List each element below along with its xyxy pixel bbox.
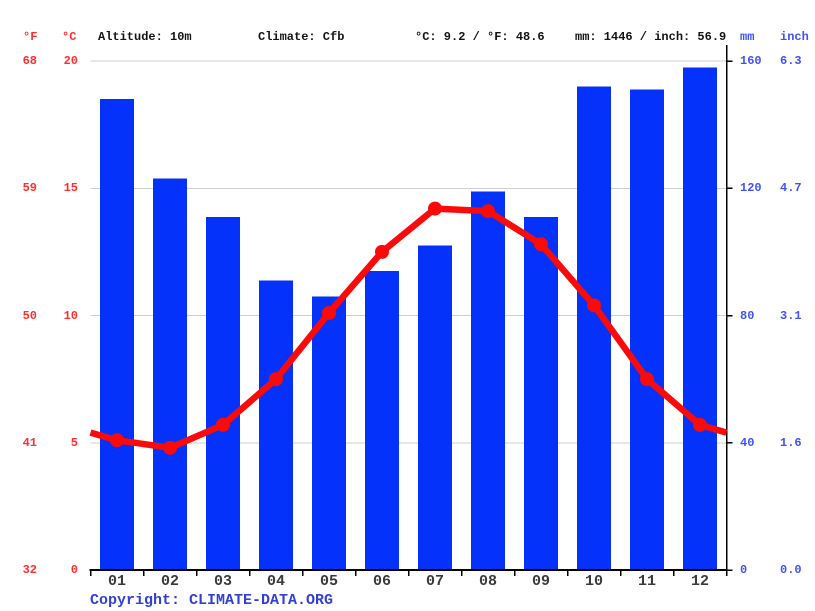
precipitation-bar — [524, 216, 558, 570]
precipitation-bar — [153, 178, 187, 571]
temperature-point — [534, 237, 548, 252]
month-label: 10 — [584, 573, 603, 590]
temperature-point — [269, 372, 283, 387]
precipitation-bar — [100, 99, 134, 571]
month-label: 05 — [319, 573, 338, 590]
month-label: 11 — [637, 573, 656, 590]
fahrenheit-tick-label: 50 — [22, 308, 37, 323]
mm-unit-label: mm — [740, 30, 755, 44]
celsius-tick-label: 20 — [63, 54, 78, 68]
precipitation-bar — [683, 67, 717, 571]
total-precipitation-label: mm: 1446 / inch: 56.9 — [575, 30, 727, 44]
precipitation-bar — [312, 296, 346, 570]
temperature-point — [481, 204, 495, 219]
month-label: 01 — [107, 573, 126, 590]
fahrenheit-tick-label: 68 — [22, 54, 37, 68]
inch-tick-label: 4.7 — [780, 181, 802, 196]
month-label: 06 — [372, 573, 391, 590]
altitude-label: Altitude: 10m — [98, 30, 192, 44]
precipitation-bar — [471, 191, 505, 570]
mm-tick-label: 40 — [740, 435, 755, 450]
inch-tick-label: 6.3 — [780, 54, 802, 68]
climate-data-org-link[interactable]: CLIMATE-DATA.ORG — [189, 592, 334, 609]
month-label: 07 — [425, 573, 444, 590]
month-label: 12 — [690, 573, 709, 590]
temperature-point — [587, 298, 601, 313]
temperature-point — [216, 417, 230, 432]
temperature-point — [428, 201, 442, 216]
mm-tick-label: 160 — [740, 54, 762, 68]
copyright-line: Copyright: CLIMATE-DATA.ORG — [90, 592, 333, 609]
precipitation-bar — [418, 245, 452, 570]
inch-unit-label: inch — [780, 30, 809, 44]
month-label: 02 — [160, 573, 179, 590]
inch-tick-label: 0.0 — [780, 563, 802, 577]
copyright-prefix: Copyright: — [90, 592, 190, 609]
mm-tick-label: 120 — [740, 181, 762, 196]
precipitation-bar — [206, 216, 240, 570]
mean-temperature-label: °C: 9.2 / °F: 48.6 — [415, 30, 545, 44]
mm-tick-label: 0 — [740, 563, 748, 577]
fahrenheit-tick-label: 32 — [22, 563, 37, 577]
celsius-tick-label: 5 — [70, 435, 78, 450]
celsius-tick-label: 10 — [63, 308, 78, 323]
fahrenheit-tick-label: 41 — [22, 435, 37, 450]
temperature-point — [375, 244, 389, 259]
month-label: 08 — [478, 573, 497, 590]
temperature-point — [322, 305, 336, 320]
month-label: 04 — [266, 573, 285, 590]
precipitation-bar — [630, 89, 664, 570]
temperature-point — [110, 433, 124, 448]
precipitation-bar — [577, 86, 611, 570]
temperature-point — [693, 417, 707, 432]
month-label: 03 — [213, 573, 232, 590]
celsius-tick-label: 0 — [70, 563, 78, 577]
temperature-line — [89, 205, 728, 452]
inch-tick-label: 1.6 — [780, 435, 802, 450]
precipitation-bar — [365, 270, 399, 570]
fahrenheit-tick-label: 59 — [22, 181, 37, 196]
precipitation-bar — [259, 280, 293, 570]
temperature-point — [640, 372, 654, 387]
celsius-unit-label: °C — [62, 30, 77, 44]
temperature-point — [163, 440, 177, 455]
inch-tick-label: 3.1 — [780, 308, 802, 323]
fahrenheit-unit-label: °F — [23, 30, 38, 44]
month-label: 09 — [531, 573, 550, 590]
mm-tick-label: 80 — [740, 308, 755, 323]
celsius-tick-label: 15 — [63, 181, 78, 196]
climate-type-label: Climate: Cfb — [258, 30, 345, 44]
